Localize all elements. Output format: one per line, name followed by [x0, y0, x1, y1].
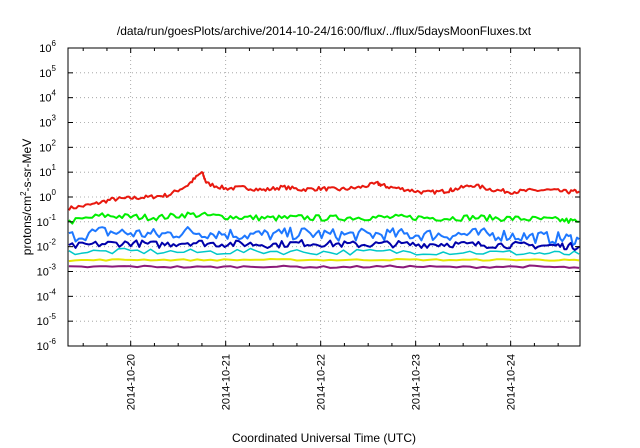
- y-tick-label: 10-5: [37, 312, 57, 328]
- y-tick-label: 101: [39, 163, 56, 179]
- y-tick-label: 10-4: [37, 287, 57, 303]
- x-tick-label: 2014-10-20: [126, 354, 138, 410]
- series-line: [68, 258, 580, 263]
- y-tick-label: 105: [39, 64, 56, 80]
- chart-title: /data/run/goesPlots/archive/2014-10-24/1…: [117, 24, 532, 38]
- y-tick-label: 100: [39, 188, 56, 204]
- x-tick-label: 2014-10-21: [221, 354, 233, 410]
- y-tick-label: 103: [39, 114, 56, 130]
- y-tick-label: 10-2: [37, 238, 57, 254]
- x-axis-label: Coordinated Universal Time (UTC): [232, 431, 416, 445]
- series-line: [68, 239, 580, 251]
- y-tick-label: 106: [39, 39, 56, 55]
- y-tick-label: 10-1: [37, 213, 57, 229]
- x-tick-label: 2014-10-24: [506, 354, 518, 410]
- series-line: [68, 264, 580, 269]
- x-axis-ticks: 2014-10-20 2014-10-21 2014-10-22 2014-10-23…: [82, 48, 559, 410]
- series-line: [68, 211, 580, 225]
- series-line: [68, 171, 580, 211]
- y-tick-label: 10-6: [37, 337, 57, 353]
- series-line: [68, 247, 580, 256]
- x-tick-label: 2014-10-23: [411, 354, 423, 410]
- x-tick-label: 2014-10-22: [316, 354, 328, 410]
- y-tick-label: 104: [39, 89, 56, 105]
- y-tick-label: 10-3: [37, 263, 57, 279]
- series-line: [68, 226, 580, 246]
- y-axis-ticks: 10-6 10-5 10-4 10-3 10-2 10-1 100 101 102 103 104 1…: [37, 39, 580, 353]
- y-axis-label: protons/cm2-s-sr-MeV: [19, 139, 34, 255]
- y-tick-label: 102: [39, 138, 56, 154]
- series-group: [68, 171, 580, 269]
